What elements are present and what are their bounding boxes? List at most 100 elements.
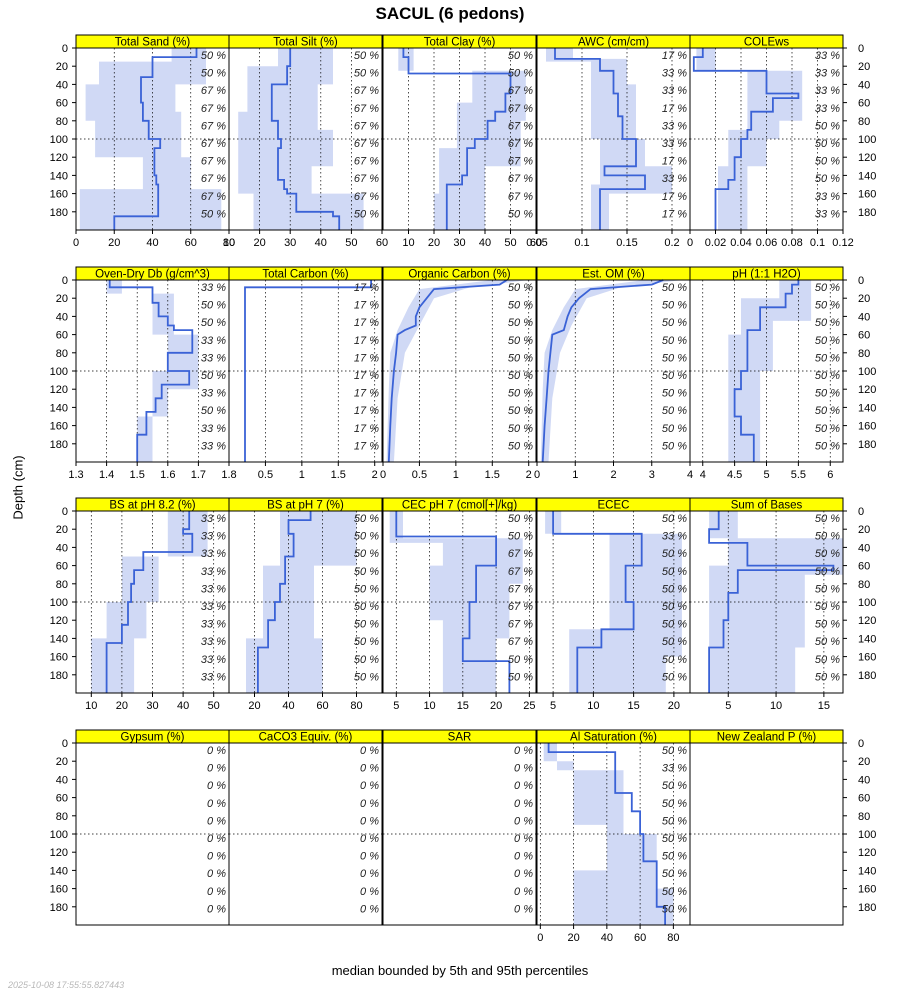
- pct-label: 50 %: [354, 208, 379, 220]
- pct-label: 50 %: [662, 352, 687, 364]
- x-tick-label: 5: [763, 469, 769, 481]
- pct-label: 50 %: [815, 300, 840, 312]
- x-tick-label: 10: [402, 237, 414, 249]
- x-tick-label: 4.5: [727, 469, 742, 481]
- pct-label: 67 %: [354, 191, 379, 203]
- pct-label: 0 %: [514, 815, 533, 827]
- x-tick-label: 60: [316, 700, 328, 712]
- pct-label: 67 %: [201, 120, 226, 132]
- y-tick-label-left: 60: [56, 793, 68, 805]
- pct-label: 33 %: [201, 601, 226, 613]
- pct-label: 67 %: [508, 156, 533, 168]
- pct-label: 33 %: [815, 50, 840, 62]
- y-tick-label: 100: [858, 366, 876, 378]
- pct-label: 33 %: [201, 636, 226, 648]
- x-tick-label: 0.05: [526, 237, 547, 249]
- x-tick-label: 0.1: [574, 237, 589, 249]
- percentile-band: [245, 280, 372, 462]
- y-tick-label: 0: [858, 275, 864, 287]
- median-line: [547, 743, 666, 925]
- pct-label: 50 %: [201, 300, 226, 312]
- pct-label: 33 %: [662, 120, 687, 132]
- pct-label: 33 %: [815, 68, 840, 80]
- x-tick-label: 1.7: [191, 469, 206, 481]
- panel-title: Oven-Dry Db (g/cm^3): [95, 269, 210, 281]
- x-tick-label: 1.5: [485, 469, 500, 481]
- x-tick-label: 60: [530, 237, 542, 249]
- y-tick-label-left: 160: [50, 421, 68, 433]
- y-tick-label-left: 180: [50, 902, 68, 914]
- y-tick-label-right: 40: [858, 542, 870, 554]
- pct-label: 0 %: [514, 851, 533, 863]
- panel-title: Organic Carbon (%): [408, 269, 510, 281]
- pct-label: 50 %: [354, 531, 379, 543]
- pct-label: 0 %: [514, 886, 533, 898]
- y-tick-label: 100: [50, 134, 68, 146]
- x-tick-label: 5: [550, 700, 556, 712]
- pct-label: 17 %: [354, 440, 379, 452]
- pct-label: 50 %: [815, 423, 840, 435]
- panel-frame: [382, 279, 537, 463]
- pct-label: 50 %: [508, 282, 533, 294]
- x-tick-label: 1.5: [331, 469, 346, 481]
- pct-label: 0 %: [360, 851, 379, 863]
- pct-label: 50 %: [662, 300, 687, 312]
- y-tick-label-right: 80: [858, 579, 870, 591]
- median-line: [541, 279, 664, 463]
- pct-label: 67 %: [508, 85, 533, 97]
- pct-label: 0 %: [207, 833, 226, 845]
- pct-label: 33 %: [201, 352, 226, 364]
- x-tick-label: 2: [526, 469, 532, 481]
- median-line: [244, 280, 373, 462]
- pct-label: 67 %: [508, 138, 533, 150]
- pct-label: 33 %: [662, 68, 687, 80]
- pct-label: 67 %: [508, 619, 533, 631]
- y-tick-label-left: 60: [56, 330, 68, 342]
- pct-label: 17 %: [662, 50, 687, 62]
- x-tick-label: 50: [345, 237, 357, 249]
- pct-label: 33 %: [662, 85, 687, 97]
- median-line: [270, 48, 341, 230]
- percentile-band: [543, 743, 674, 925]
- pct-label: 50 %: [662, 548, 687, 560]
- y-tick-label-right: 180: [858, 207, 876, 219]
- y-tick-label-right: 100: [858, 597, 876, 609]
- pct-label: 50 %: [815, 671, 840, 683]
- pct-label: 50 %: [201, 405, 226, 417]
- pct-label: 50 %: [815, 156, 840, 168]
- pct-label: 67 %: [508, 601, 533, 613]
- pct-label: 50 %: [662, 886, 687, 898]
- pct-label: 0 %: [514, 745, 533, 757]
- y-tick-label-right: 140: [858, 633, 876, 645]
- pct-label: 67 %: [201, 103, 226, 115]
- pct-label: 50 %: [662, 619, 687, 631]
- pct-label: 50 %: [815, 138, 840, 150]
- pct-label: 0 %: [207, 868, 226, 880]
- pct-label: 0 %: [360, 903, 379, 915]
- pct-label: 0 %: [514, 780, 533, 792]
- x-tick-label: 15: [818, 700, 830, 712]
- pct-label: 50 %: [662, 815, 687, 827]
- y-tick-label-right: 80: [858, 116, 870, 128]
- panel-title: BS at pH 7 (%): [267, 500, 344, 512]
- pct-label: 50 %: [815, 548, 840, 560]
- x-tick-label: 0.15: [616, 237, 637, 249]
- y-tick-label: 120: [50, 152, 68, 164]
- pct-label: 50 %: [662, 282, 687, 294]
- y-tick-label: 100: [858, 829, 876, 841]
- pct-label: 67 %: [508, 583, 533, 595]
- panel-title: Total Clay (%): [424, 37, 496, 49]
- y-tick-label-right: 40: [858, 79, 870, 91]
- x-tick-label: 2: [610, 469, 616, 481]
- pct-label: 17 %: [354, 282, 379, 294]
- y-tick-label-left: 120: [50, 847, 68, 859]
- pct-label: 50 %: [662, 671, 687, 683]
- pct-label: 50 %: [662, 513, 687, 525]
- timestamp: 2025-10-08 17:55:55.827443: [8, 980, 125, 990]
- pct-label: 33 %: [201, 531, 226, 543]
- y-tick-label-left: 120: [50, 384, 68, 396]
- x-tick-label: 20: [428, 237, 440, 249]
- pct-label: 50 %: [815, 636, 840, 648]
- pct-label: 67 %: [354, 156, 379, 168]
- pct-label: 50 %: [662, 583, 687, 595]
